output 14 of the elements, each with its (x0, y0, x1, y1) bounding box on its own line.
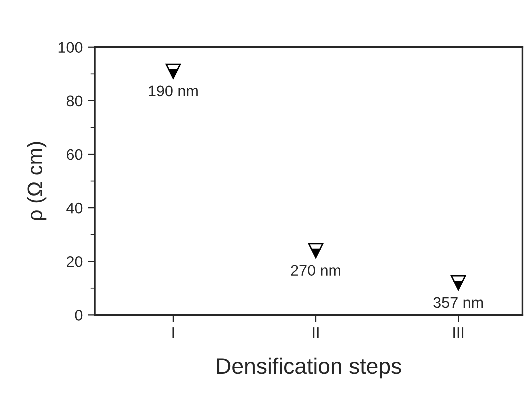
annotation: 357 nm (434, 297, 484, 308)
y-tick-label: 0 (75, 310, 83, 321)
x-tick-label: III (454, 328, 464, 338)
x-tick-label: II (313, 328, 319, 338)
y-tick-label: 100 (58, 42, 83, 54)
y-axis-title: ρ (Ω cm) (27, 142, 47, 220)
y-tick-label: 20 (67, 256, 83, 268)
annotation: 270 nm (291, 265, 340, 276)
annotation: 190 nm (149, 86, 198, 97)
y-tick-label: 40 (66, 202, 83, 214)
x-tick-label: I (172, 328, 174, 338)
y-tick-label: 60 (67, 149, 83, 160)
y-tick-label: 80 (66, 96, 83, 107)
x-axis-title: Densification steps (217, 358, 402, 379)
